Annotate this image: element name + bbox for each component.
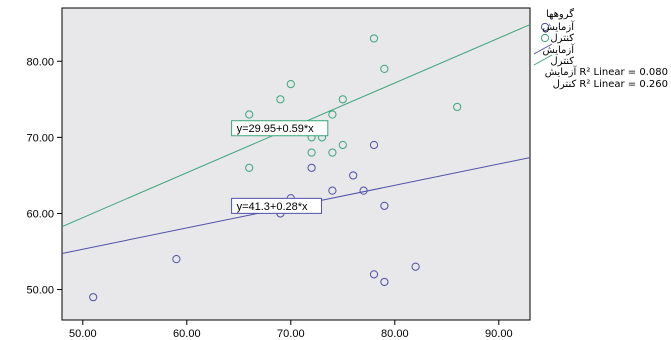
x-tick-label: 80.00 [381,328,409,340]
y-tick-label: 50.00 [26,285,54,297]
data-point-series-1 [369,270,379,279]
data-point-series-2 [338,95,347,104]
x-tick-label: 50.00 [69,328,97,340]
data-point-series-1 [380,277,389,287]
legend-entry: کنترل [550,56,574,67]
data-point-series-1 [172,255,181,264]
data-point-series-2 [286,79,295,89]
data-point-series-1 [411,262,420,271]
data-point-series-2 [328,110,337,119]
data-point-series-2 [276,95,285,104]
y-tick-label: 80.00 [26,56,54,68]
data-point-series-2 [245,110,254,119]
data-point-series-2 [328,148,337,157]
data-point-series-2 [380,64,389,73]
plot-area [61,7,531,321]
legend-marker-icon [540,22,550,32]
legend-marker-icon [540,33,550,43]
x-tick-label: 90.00 [485,328,513,340]
legend-entry: کنترل [550,33,574,44]
data-point-series-2 [453,102,462,112]
y-tick-label: 70.00 [26,132,54,144]
data-point-series-2 [338,140,347,150]
legend-entry: آزمایش [542,20,575,33]
fit-label-box-1 [231,197,323,214]
data-point-series-2 [369,34,379,43]
data-point-series-1 [359,186,368,195]
fit-label-box-2 [231,120,329,137]
x-tick-label: 60.00 [173,328,201,340]
data-point-series-2 [307,148,316,157]
data-point-series-1 [369,140,379,150]
fit-equation-label: y=29.95+0.59*x [237,123,315,135]
legend-title: گروهها [546,8,574,20]
data-point-series-1 [380,201,389,210]
r2-annotation: آزمایش R² Linear = 0.080 [545,65,668,78]
r2-annotation: کنترل R² Linear = 0.260 [553,79,668,90]
x-tick-label: 70.00 [277,328,305,340]
legend-line-icon [533,54,553,66]
data-point-series-1 [349,171,358,180]
data-point-series-2 [245,163,254,172]
data-point-series-1 [328,186,337,195]
data-point-series-1 [307,163,316,172]
y-tick-label: 60.00 [26,208,54,220]
fit-equation-label: y=41.3+0.28*x [237,201,308,213]
legend-entry: آزمایش [542,43,575,56]
legend-line-icon [533,43,553,55]
data-point-series-1 [89,293,98,302]
